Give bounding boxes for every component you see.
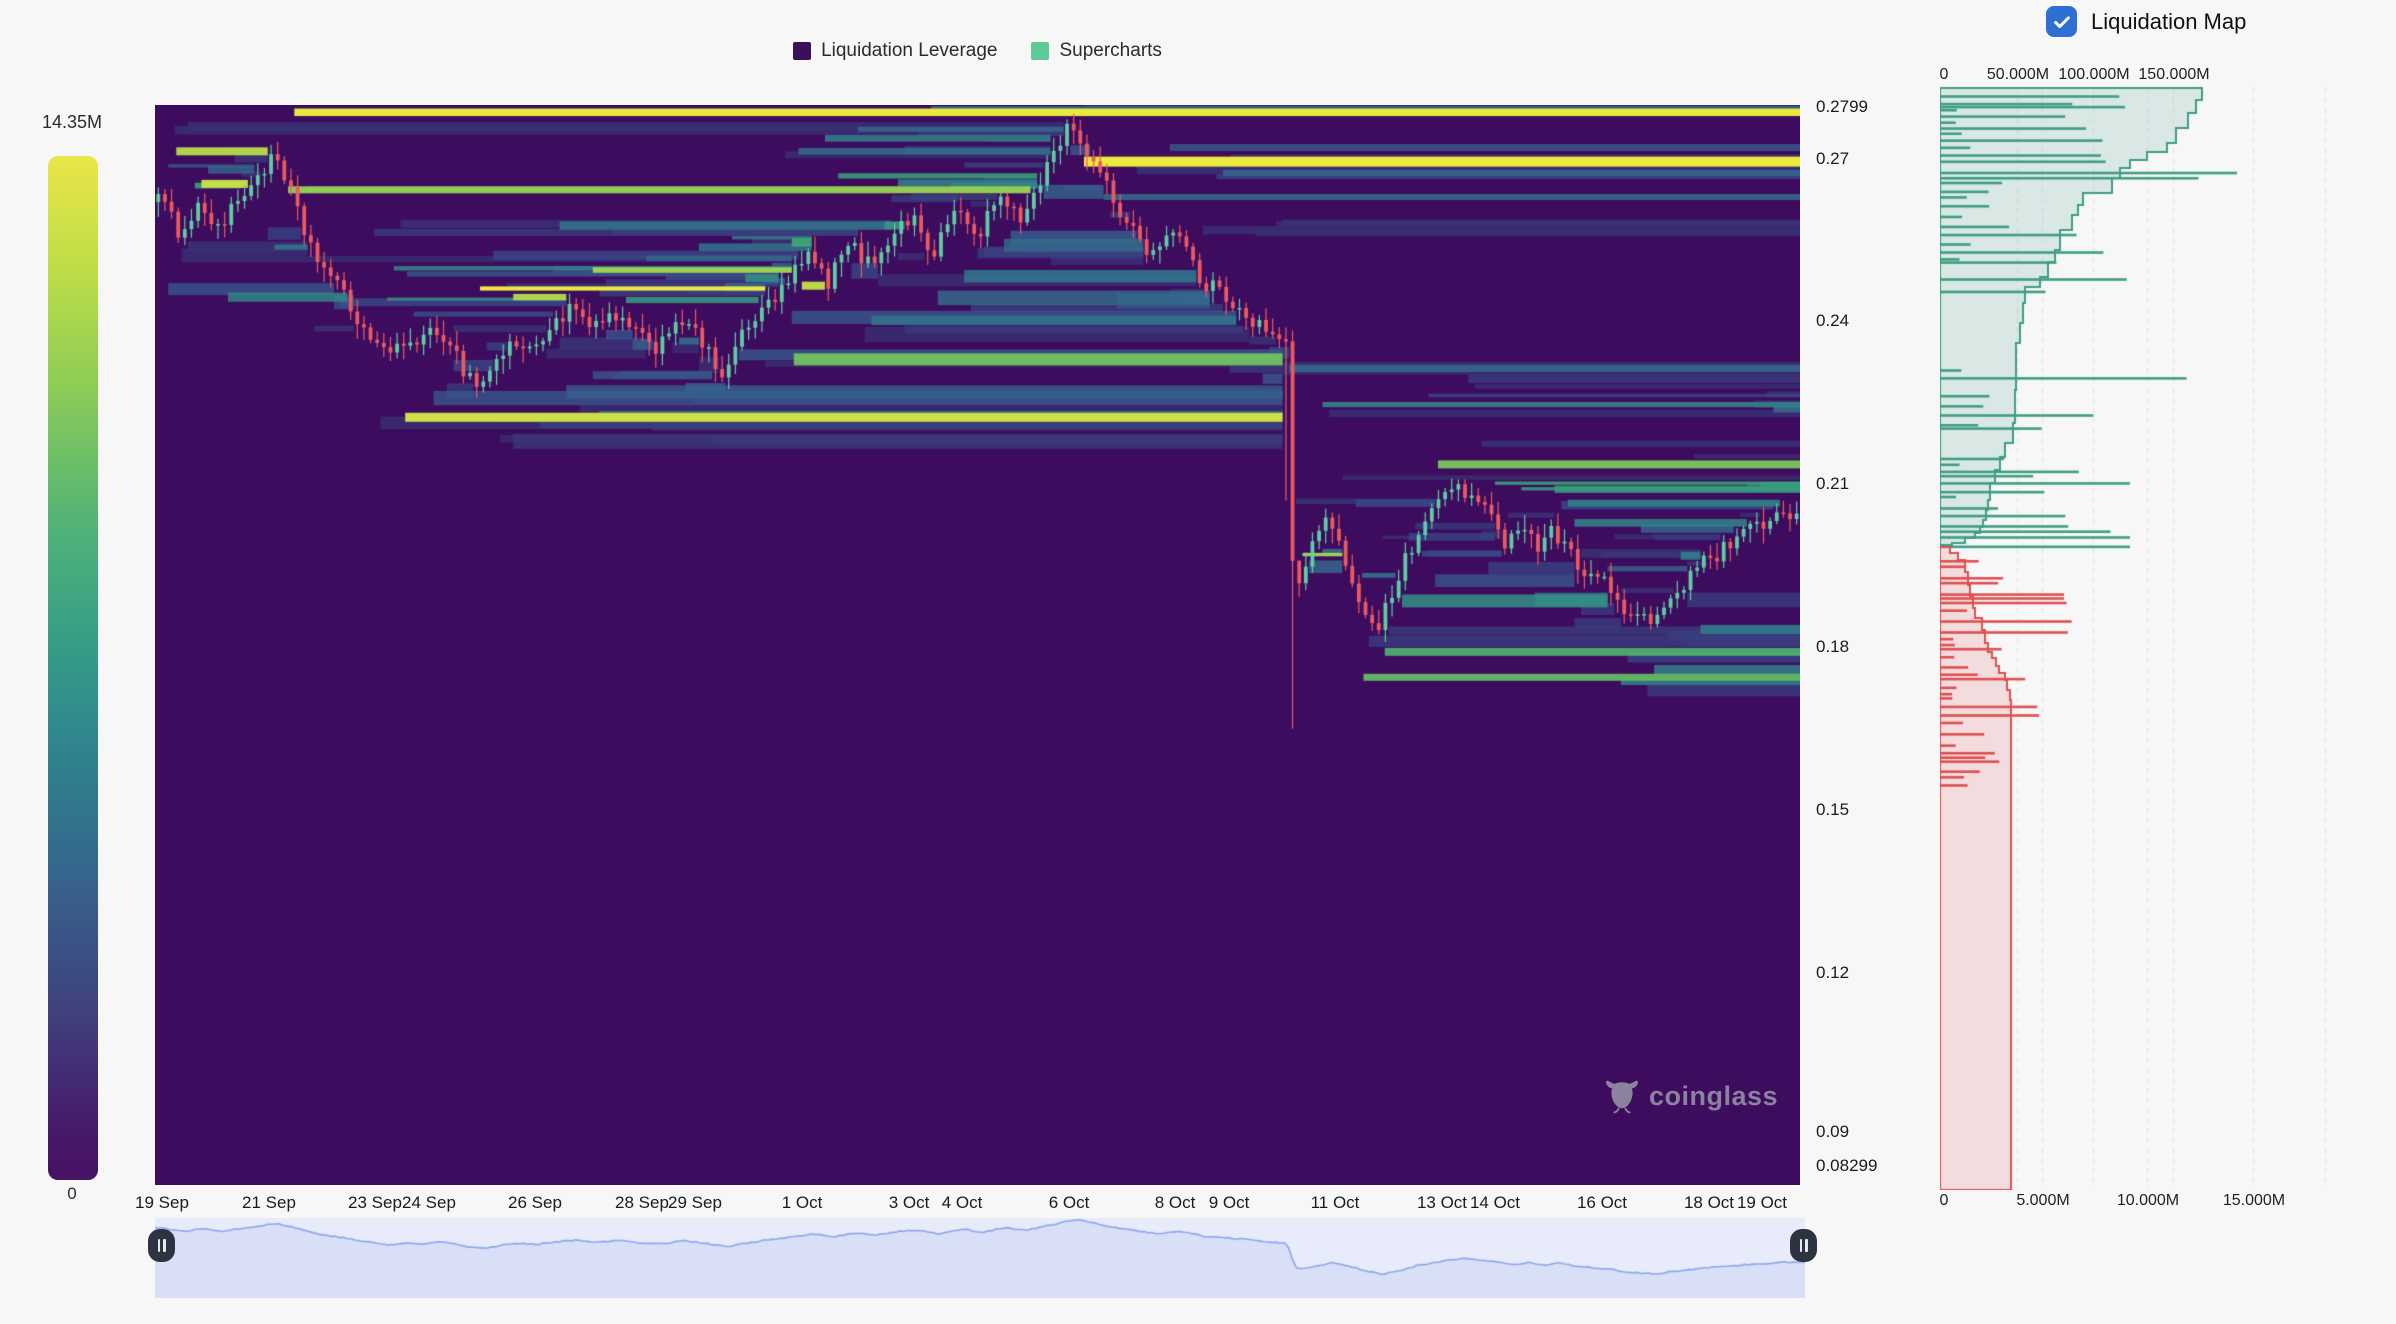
map-bottom-axis-tick: 15.000M <box>2222 1192 2286 1209</box>
x-axis-tick: 23 Sep <box>348 1193 402 1212</box>
colorbar-min-label: 0 <box>67 1184 77 1203</box>
map-bottom-axis-tick: 0 <box>1939 1192 1949 1209</box>
map-top-axis-tick: 150.000M <box>2138 66 2210 83</box>
x-axis-tick: 3 Oct <box>888 1193 930 1212</box>
y-axis-tick: 0.27 <box>1816 149 1850 168</box>
x-axis-tick: 6 Oct <box>1048 1193 1090 1212</box>
map-bottom-axis-tick: 5.000M <box>2016 1192 2070 1209</box>
map-top-axis-tick: 0 <box>1939 66 1949 83</box>
colorbar-max-label: 14.35M <box>41 112 103 132</box>
chart-legend: Liquidation Leverage Supercharts <box>155 40 1800 62</box>
liquidation-map-toggle: Liquidation Map <box>2046 6 2246 37</box>
coinglass-watermark: coinglass <box>1604 1078 1778 1114</box>
map-top-axis-tick: 50.000M <box>1986 66 2050 83</box>
y-axis-tick: 0.2799 <box>1816 97 1868 116</box>
y-axis-tick: 0.09 <box>1816 1122 1850 1141</box>
x-axis-tick: 16 Oct <box>1576 1193 1628 1212</box>
supercharts-swatch-icon <box>1031 42 1050 60</box>
y-axis-tick: 0.15 <box>1816 800 1850 819</box>
x-axis-tick: 4 Oct <box>941 1193 983 1212</box>
map-top-axis-tick: 100.000M <box>2058 66 2130 83</box>
legend-item-liquidation-leverage[interactable]: Liquidation Leverage <box>793 40 997 62</box>
x-axis-tick: 14 Oct <box>1469 1193 1521 1212</box>
y-axis-tick: 0.12 <box>1816 963 1850 982</box>
x-axis-tick: 24 Sep <box>402 1193 456 1212</box>
liquidation-heatmap-canvas[interactable] <box>155 105 1800 1185</box>
checkmark-icon <box>2053 15 2070 28</box>
x-axis-tick: 1 Oct <box>781 1193 823 1212</box>
navigator-canvas[interactable] <box>155 1218 1805 1298</box>
watermark-text: coinglass <box>1649 1080 1779 1111</box>
legend-label: Supercharts <box>1059 40 1162 61</box>
y-axis-tick: 0.18 <box>1816 637 1850 656</box>
navigator-left-handle[interactable] <box>148 1229 175 1262</box>
legend-label: Liquidation Leverage <box>821 40 998 61</box>
x-axis-tick: 29 Sep <box>668 1193 722 1212</box>
navigator-right-handle[interactable] <box>1790 1229 1817 1262</box>
x-axis-tick: 8 Oct <box>1154 1193 1196 1212</box>
coinglass-bull-icon <box>1606 1080 1638 1114</box>
y-axis-tick: 0.21 <box>1816 474 1850 493</box>
x-axis-tick: 21 Sep <box>242 1193 296 1212</box>
y-axis-tick: 0.24 <box>1816 311 1850 330</box>
legend-item-supercharts[interactable]: Supercharts <box>1031 40 1162 62</box>
liquidation-map-checkbox[interactable] <box>2046 6 2077 37</box>
x-axis-tick: 28 Sep <box>615 1193 669 1212</box>
x-axis-tick: 13 Oct <box>1416 1193 1468 1212</box>
x-axis-tick: 26 Sep <box>508 1193 562 1212</box>
x-axis-tick: 9 Oct <box>1208 1193 1250 1212</box>
x-axis-tick: 11 Oct <box>1310 1193 1360 1212</box>
liquidation-leverage-swatch-icon <box>793 42 812 60</box>
liquidation-map-label: Liquidation Map <box>2091 8 2247 34</box>
liquidation-map-canvas[interactable] <box>1940 60 2396 1190</box>
map-bottom-axis-tick: 10.000M <box>2116 1192 2180 1209</box>
x-axis-tick: 18 Oct <box>1683 1193 1735 1212</box>
x-axis-tick: 19 Oct <box>1736 1193 1788 1212</box>
x-axis-tick: 19 Sep <box>135 1193 189 1212</box>
colorbar-gradient <box>48 156 98 1180</box>
y-axis-tick: 0.08299 <box>1816 1156 1878 1175</box>
